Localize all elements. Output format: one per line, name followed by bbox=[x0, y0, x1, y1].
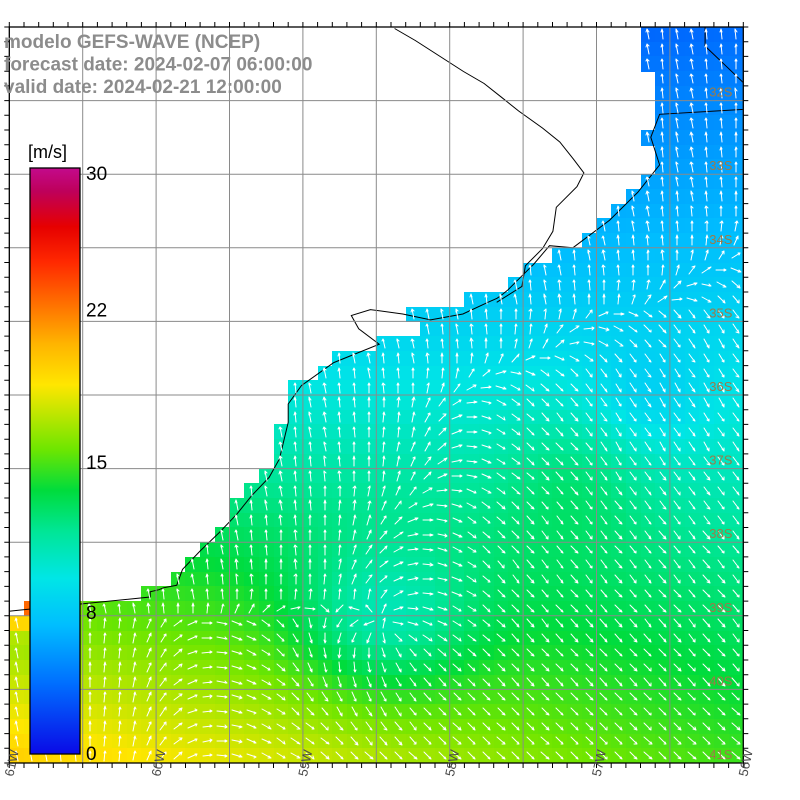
svg-text:0: 0 bbox=[86, 744, 97, 765]
svg-text:38S: 38S bbox=[709, 526, 732, 541]
svg-text:34S: 34S bbox=[709, 232, 732, 247]
svg-text:22: 22 bbox=[86, 301, 107, 322]
svg-text:39S: 39S bbox=[709, 600, 732, 615]
svg-text:33S: 33S bbox=[709, 158, 732, 173]
svg-text:[m/s]: [m/s] bbox=[28, 142, 67, 162]
svg-text:8: 8 bbox=[86, 603, 97, 624]
svg-text:30: 30 bbox=[86, 164, 107, 185]
svg-text:valid date: 2024-02-21 12:00:0: valid date: 2024-02-21 12:00:00 bbox=[4, 77, 282, 98]
svg-text:41S: 41S bbox=[709, 747, 732, 762]
svg-text:32S: 32S bbox=[709, 85, 732, 100]
svg-text:37S: 37S bbox=[709, 453, 732, 468]
svg-text:35S: 35S bbox=[709, 305, 732, 320]
svg-text:forecast date: 2024-02-07 06:0: forecast date: 2024-02-07 06:00:00 bbox=[4, 55, 312, 76]
svg-text:36S: 36S bbox=[709, 379, 732, 394]
svg-text:modelo GEFS-WAVE (NCEP): modelo GEFS-WAVE (NCEP) bbox=[4, 32, 260, 53]
svg-text:40S: 40S bbox=[709, 673, 732, 688]
svg-text:15: 15 bbox=[86, 453, 107, 474]
